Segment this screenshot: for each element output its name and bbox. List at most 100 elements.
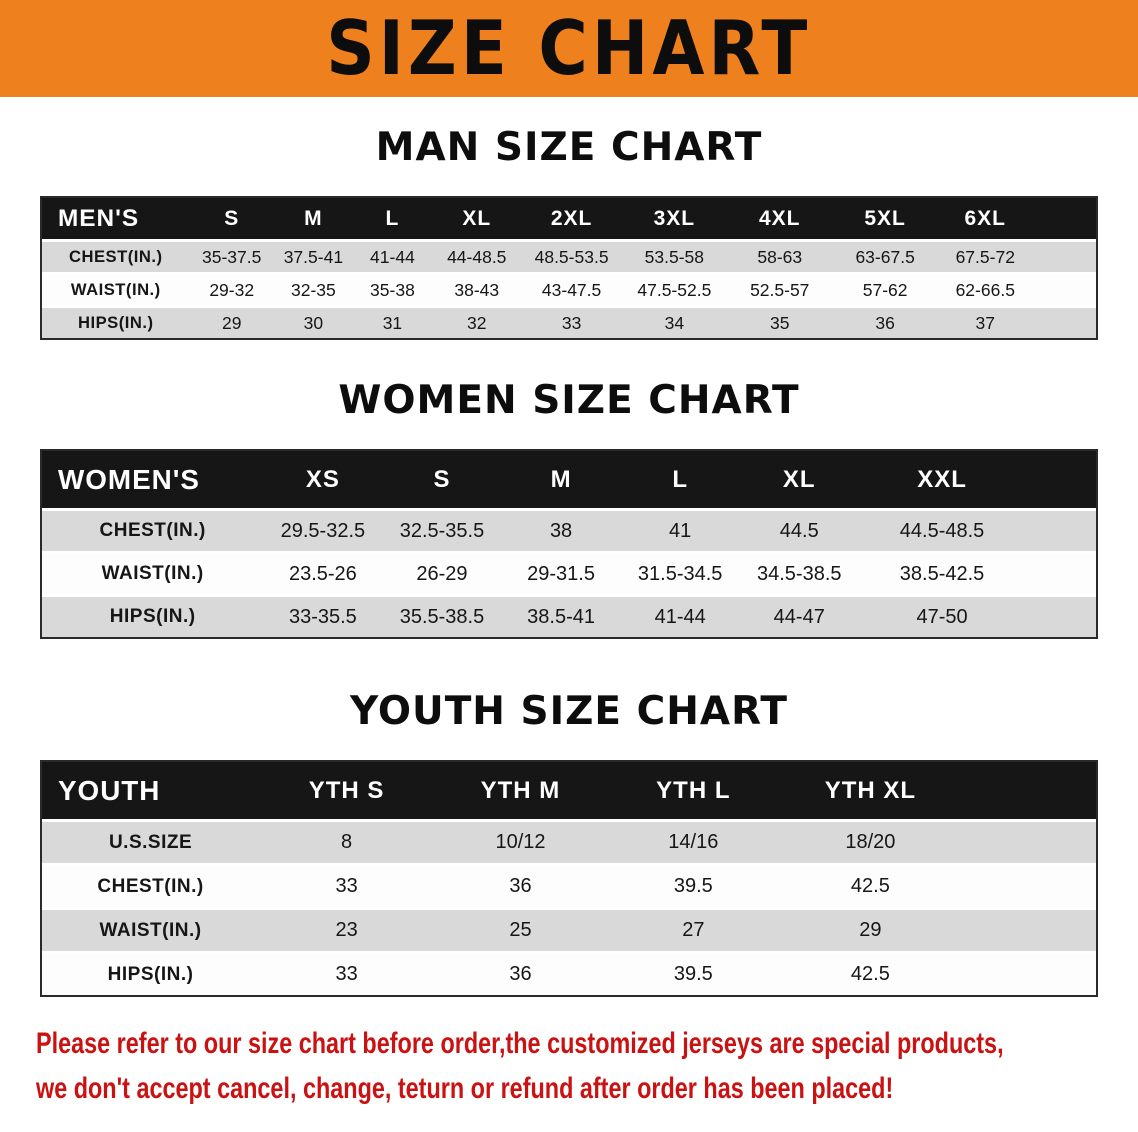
size-col-header: XL <box>782 465 816 493</box>
size-value-cell: 38 <box>549 519 573 542</box>
size-col-header: XL <box>462 206 492 230</box>
size-col-header: M <box>304 206 323 230</box>
men-hips-row: HIPS(IN.) 29 30 31 32 33 34 35 36 37 <box>42 305 1096 338</box>
size-value-cell: 52.5-57 <box>750 279 810 300</box>
measure-label: U.S.SIZE <box>108 831 193 853</box>
women-chest-row: CHEST(IN.) 29.5-32.5 32.5-35.5 38 41 44.… <box>42 508 1096 551</box>
size-value-cell: 29-31.5 <box>527 562 595 585</box>
disclaimer-line-1: Please refer to our size chart before or… <box>36 1027 1004 1060</box>
size-value-cell: 44-47 <box>773 605 825 628</box>
women-table-title: WOMEN'S <box>58 463 200 495</box>
youth-section-heading: YOUTH SIZE CHART <box>350 689 788 734</box>
youth-hips-row: HIPS(IN.) 33 36 39.5 42.5 <box>42 951 1096 995</box>
size-value-cell: 35-37.5 <box>202 246 262 267</box>
size-col-header: YTH S <box>308 776 385 804</box>
size-value-cell: 32 <box>467 312 487 333</box>
size-col-header: XS <box>305 465 340 493</box>
size-value-cell: 29.5-32.5 <box>280 519 366 542</box>
size-col-header: L <box>385 206 400 230</box>
men-size-table: MEN'S S M L XL 2XL 3XL 4XL 5XL 6XL CHEST… <box>40 196 1098 340</box>
size-value-cell: 30 <box>303 312 324 333</box>
size-value-cell: 34 <box>664 312 685 333</box>
size-col-header: L <box>672 465 688 493</box>
measure-label: WAIST(IN.) <box>99 919 202 941</box>
size-value-cell: 36 <box>509 875 532 897</box>
measure-label: HIPS(IN.) <box>77 313 154 332</box>
size-value-cell: 57-62 <box>862 279 908 300</box>
size-col-header: YTH M <box>480 776 561 804</box>
size-value-cell: 29 <box>221 312 242 333</box>
women-size-table: WOMEN'S XS S M L XL XXL CHEST(IN.) 29.5-… <box>40 449 1098 639</box>
size-value-cell: 58-63 <box>757 246 803 267</box>
size-value-cell: 63-67.5 <box>855 246 915 267</box>
size-value-cell: 41-44 <box>654 605 706 628</box>
youth-us-size-row: U.S.SIZE 8 10/12 14/16 18/20 <box>42 819 1096 863</box>
size-value-cell: 14/16 <box>668 831 719 853</box>
size-value-cell: 43-47.5 <box>541 279 602 300</box>
size-value-cell: 47-50 <box>916 605 968 628</box>
size-chart-banner: SIZE CHART <box>0 0 1138 97</box>
size-value-cell: 29 <box>859 919 882 941</box>
size-value-cell: 62-66.5 <box>955 279 1015 300</box>
men-section-heading: MAN SIZE CHART <box>375 125 763 170</box>
size-value-cell: 38-43 <box>454 279 500 300</box>
size-value-cell: 37 <box>975 312 995 333</box>
size-col-header: S <box>224 206 240 230</box>
size-value-cell: 38.5-41 <box>527 605 595 628</box>
measure-label: CHEST(IN.) <box>68 247 163 266</box>
size-value-cell: 29-32 <box>209 279 255 300</box>
men-waist-row: WAIST(IN.) 29-32 32-35 35-38 38-43 43-47… <box>42 272 1096 305</box>
size-value-cell: 48.5-53.5 <box>534 246 609 267</box>
youth-chest-row: CHEST(IN.) 33 36 39.5 42.5 <box>42 863 1096 907</box>
size-col-header: XXL <box>917 465 967 493</box>
size-col-header: M <box>550 465 572 493</box>
youth-table-title: YOUTH <box>58 774 161 806</box>
size-value-cell: 41-44 <box>370 246 415 267</box>
size-col-header: S <box>433 465 451 493</box>
size-col-header: 5XL <box>864 206 906 230</box>
size-value-cell: 41 <box>669 519 692 542</box>
men-chest-row: CHEST(IN.) 35-37.5 37.5-41 41-44 44-48.5… <box>42 239 1096 272</box>
size-value-cell: 35 <box>770 312 790 333</box>
size-value-cell: 26-29 <box>416 562 468 585</box>
banner-title: SIZE CHART <box>326 4 812 93</box>
women-waist-row: WAIST(IN.) 23.5-26 26-29 29-31.5 31.5-34… <box>42 551 1096 594</box>
size-value-cell: 32.5-35.5 <box>399 519 485 542</box>
size-value-cell: 39.5 <box>673 963 713 985</box>
size-value-cell: 42.5 <box>850 875 890 897</box>
measure-label: WAIST(IN.) <box>101 563 204 584</box>
measure-label: HIPS(IN.) <box>109 606 196 627</box>
youth-waist-row: WAIST(IN.) 23 25 27 29 <box>42 907 1096 951</box>
size-col-header: 6XL <box>964 206 1007 230</box>
men-table-header-row: MEN'S S M L XL 2XL 3XL 4XL 5XL 6XL <box>42 198 1096 239</box>
measure-label: WAIST(IN.) <box>70 280 161 299</box>
size-value-cell: 35-38 <box>370 279 415 300</box>
size-value-cell: 23 <box>335 919 358 941</box>
size-value-cell: 35.5-38.5 <box>399 605 485 628</box>
size-value-cell: 18/20 <box>845 831 896 853</box>
size-value-cell: 36 <box>875 312 895 333</box>
size-value-cell: 34.5-38.5 <box>756 562 842 585</box>
size-value-cell: 23.5-26 <box>288 562 357 585</box>
size-value-cell: 37.5-41 <box>283 246 344 267</box>
size-col-header: 3XL <box>653 206 696 230</box>
size-value-cell: 67.5-72 <box>955 246 1015 267</box>
youth-size-table: YOUTH YTH S YTH M YTH L YTH XL U.S.SIZE … <box>40 760 1098 997</box>
size-value-cell: 42.5 <box>850 963 890 985</box>
size-value-cell: 44.5-48.5 <box>899 519 985 542</box>
size-col-header: YTH L <box>656 776 731 804</box>
size-value-cell: 53.5-58 <box>644 246 705 267</box>
disclaimer-line-2: we don't accept cancel, change, teturn o… <box>36 1072 894 1105</box>
measure-label: CHEST(IN.) <box>97 875 204 897</box>
measure-label: HIPS(IN.) <box>107 963 194 985</box>
size-value-cell: 44-48.5 <box>447 246 507 267</box>
men-table-title: MEN'S <box>58 204 140 232</box>
women-hips-row: HIPS(IN.) 33-35.5 35.5-38.5 38.5-41 41-4… <box>42 594 1096 637</box>
size-value-cell: 10/12 <box>495 831 546 853</box>
size-value-cell: 33-35.5 <box>288 605 357 628</box>
women-table-header-row: WOMEN'S XS S M L XL XXL <box>42 451 1096 508</box>
size-value-cell: 44.5 <box>779 519 819 542</box>
size-value-cell: 33 <box>335 875 358 897</box>
size-col-header: 4XL <box>758 206 801 230</box>
size-value-cell: 47.5-52.5 <box>637 279 712 300</box>
